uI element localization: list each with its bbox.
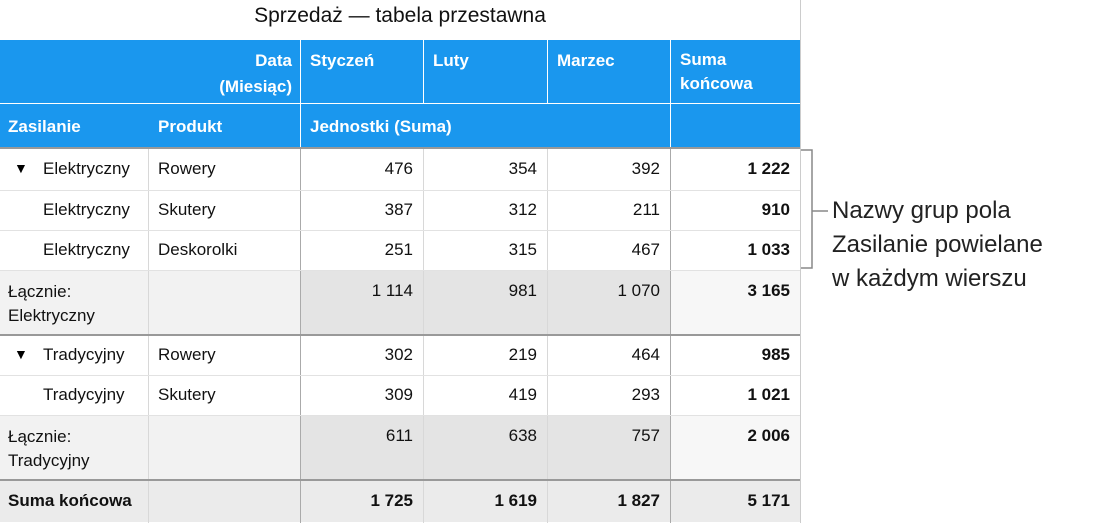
cell-text: 1 114 (371, 281, 413, 300)
cell-text: 392 (631, 159, 660, 178)
cell-text: 312 (508, 200, 537, 219)
month-header: Luty (433, 51, 469, 70)
row-divider (0, 415, 800, 416)
corner-header: Data (Miesiąc) (0, 48, 292, 100)
power-name: Elektryczny (43, 159, 130, 178)
subtotal-label: Łącznie: Tradycyjny (8, 425, 90, 473)
cell-background (670, 415, 800, 480)
text-line: Tradycyjny (8, 451, 90, 470)
cell-text: 611 (385, 426, 413, 445)
cell-text: 1 070 (617, 281, 660, 300)
power-name: Tradycyjny (43, 345, 125, 364)
cell-text: 251 (384, 240, 413, 259)
cell-text: Rowery (158, 345, 216, 364)
subtotal-label: Łącznie: Elektryczny (8, 280, 95, 328)
cell-text: 476 (384, 159, 413, 178)
header-divider (300, 40, 301, 148)
cell-text: 1 021 (747, 385, 790, 404)
cell-text: 219 (508, 345, 537, 364)
text-line: Nazwy grup pola (832, 197, 1011, 224)
power-name: Tradycyjny (43, 385, 125, 404)
cell-text: 419 (508, 385, 537, 404)
cell-text: 354 (508, 159, 537, 178)
cell-text: 1 725 (370, 491, 413, 510)
header-divider (547, 40, 548, 103)
row-divider (0, 375, 800, 376)
header-divider (423, 40, 424, 103)
cell-background (300, 270, 670, 335)
header-divider (0, 103, 800, 104)
row-divider (0, 479, 800, 481)
cell-text: 757 (631, 426, 660, 445)
cell-text: 464 (631, 345, 660, 364)
text-line: Łącznie: (8, 282, 72, 301)
cell-text: 1 033 (747, 240, 790, 259)
grand-total-header: Suma końcowa (680, 48, 753, 96)
text-line: końcowa (680, 74, 753, 93)
callout-text: Nazwy grup pola Zasilanie powielane w każd… (832, 194, 1043, 296)
cell-text: Deskorolki (158, 240, 238, 259)
column-divider (800, 0, 801, 523)
cell-text: 985 (761, 345, 790, 364)
power-name: Elektryczny (43, 200, 130, 219)
cell-text: 2 006 (747, 426, 790, 445)
disclosure-triangle: ▼ (14, 346, 28, 362)
cell-text: 638 (508, 426, 537, 445)
text-line: (Miesiąc) (219, 77, 292, 96)
cell-text: 293 (631, 385, 660, 404)
cell-background (0, 480, 800, 522)
cell-text: Rowery (158, 159, 216, 178)
text-line: Elektryczny (8, 306, 95, 325)
text-line: Łącznie: (8, 427, 72, 446)
cell-text: Skutery (158, 200, 216, 219)
text-line: w każdym wierszu (832, 265, 1027, 292)
month-header: Styczeń (310, 51, 375, 70)
cell-text: 387 (384, 200, 413, 219)
power-name: Elektryczny (43, 240, 130, 259)
header-divider (670, 40, 671, 148)
cell-background (0, 270, 300, 335)
cell-text: 1 619 (494, 491, 537, 510)
cell-background (670, 270, 800, 335)
cell-text: 315 (508, 240, 537, 259)
row-divider (0, 147, 800, 149)
cell-text: 309 (384, 385, 413, 404)
cell-text: 302 (384, 345, 413, 364)
cell-background (0, 40, 800, 148)
cell-text: 3 165 (747, 281, 790, 300)
text-line: Data (255, 51, 292, 70)
disclosure-triangle: ▼ (14, 160, 28, 176)
subheader: Produkt (158, 117, 223, 136)
cell-text: 1 827 (617, 491, 660, 510)
cell-text: 5 171 (747, 491, 790, 510)
row-divider (0, 190, 800, 191)
cell-background (300, 415, 670, 480)
month-header: Marzec (557, 51, 615, 70)
cell-text: 211 (632, 200, 660, 219)
cell-text: Skutery (158, 385, 216, 404)
text-line: Zasilanie powielane (832, 231, 1043, 258)
subheader: Zasilanie (8, 117, 81, 136)
cell-text: 1 222 (747, 159, 790, 178)
cell-text: 910 (761, 200, 790, 219)
grand-total-label: Suma końcowa (8, 491, 132, 510)
cell-text: 981 (508, 281, 537, 300)
table-title: Sprzedaż — tabela przestawna (254, 4, 546, 27)
row-divider (0, 230, 800, 231)
cell-text: 467 (631, 240, 660, 259)
row-divider (0, 270, 800, 271)
row-divider (0, 334, 800, 336)
text-line: Suma (680, 50, 727, 69)
cell-background (0, 415, 300, 480)
subheader: Jednostki (Suma) (310, 117, 452, 136)
